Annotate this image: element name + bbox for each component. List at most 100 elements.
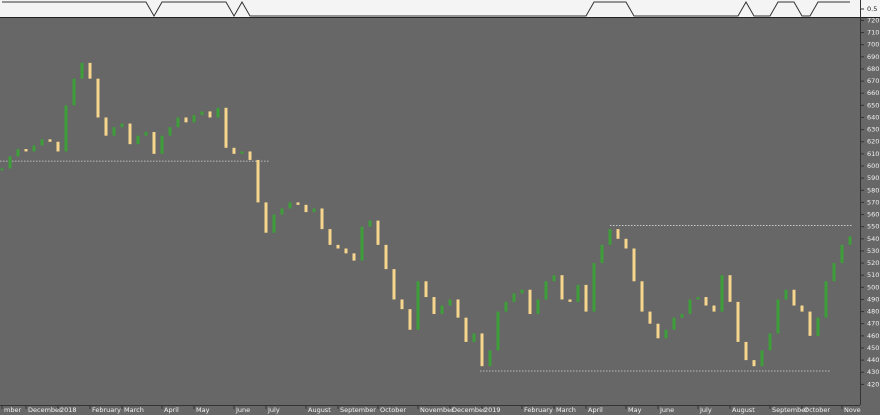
y-tick-label: 580 <box>867 186 879 194</box>
candle <box>80 62 84 79</box>
candle <box>256 159 260 203</box>
candle <box>800 305 804 312</box>
candle <box>688 299 692 315</box>
y-tick-label: 600 <box>867 162 879 170</box>
candle <box>536 299 540 315</box>
x-tick-label: Nove <box>844 406 861 414</box>
y-tick-label: 480 <box>867 308 879 316</box>
candle <box>464 317 468 342</box>
candle <box>640 281 644 312</box>
x-tick-label: September <box>340 406 376 414</box>
candle <box>824 281 828 318</box>
candle <box>808 311 812 336</box>
candle <box>336 244 340 249</box>
signal-panel <box>0 0 880 18</box>
y-tick-label: 420 <box>867 380 879 388</box>
candle <box>648 311 652 324</box>
y-tick-label: 650 <box>867 101 879 109</box>
y-tick-label: 540 <box>867 235 879 243</box>
candle <box>320 208 324 230</box>
candle <box>272 214 276 233</box>
candle <box>792 289 796 306</box>
y-tick-label: 590 <box>867 174 879 182</box>
candle <box>712 305 716 312</box>
candle <box>528 289 532 315</box>
x-tick-label: June <box>659 406 674 414</box>
candle <box>120 123 124 128</box>
candle <box>776 299 780 334</box>
candle <box>720 275 724 312</box>
candle <box>232 147 236 154</box>
candle <box>368 220 372 227</box>
candle <box>144 132 148 136</box>
candle <box>48 139 52 142</box>
candle <box>696 297 700 300</box>
candle <box>592 263 596 312</box>
candle <box>424 281 428 298</box>
candle <box>176 117 180 128</box>
x-tick-label: October <box>804 406 830 414</box>
y-tick-label: 700 <box>867 41 879 49</box>
y-tick-label: 560 <box>867 211 879 219</box>
x-tick-label: April <box>164 406 179 414</box>
candle <box>152 132 156 154</box>
candle <box>40 139 44 146</box>
candle <box>344 248 348 254</box>
candle <box>56 141 60 152</box>
candle <box>264 202 268 233</box>
candle <box>376 220 380 245</box>
candle <box>744 341 748 361</box>
candle <box>384 244 388 270</box>
x-tick-label: October <box>380 406 406 414</box>
x-tick-label: 2018 <box>60 406 77 414</box>
y-tick-label: 630 <box>867 126 879 134</box>
candle <box>840 244 844 264</box>
candle <box>352 253 356 261</box>
x-tick-label: May <box>628 406 642 414</box>
x-tick-label: March <box>556 406 576 414</box>
y-tick-label: 510 <box>867 271 879 279</box>
candle <box>160 135 164 154</box>
candle <box>280 208 284 215</box>
y-tick-label: 440 <box>867 356 879 364</box>
candle <box>312 208 316 213</box>
candle <box>432 297 436 315</box>
candle <box>72 78 76 106</box>
price-group: 420 430 440 450 460 470 480 490 500 510 520 530 540 5… <box>0 16 879 414</box>
candle <box>616 229 620 239</box>
x-tick-label: December <box>28 406 62 414</box>
candle <box>664 329 668 339</box>
candle <box>672 317 676 330</box>
y-tick-label: 680 <box>867 65 879 73</box>
candle <box>752 360 756 367</box>
candle <box>600 244 604 264</box>
x-tick-label: July <box>699 406 712 414</box>
candle <box>576 284 580 302</box>
candle <box>448 299 452 306</box>
y-tick-label: 690 <box>867 53 879 61</box>
x-tick-label: June <box>235 406 250 414</box>
candle <box>392 269 396 300</box>
candle <box>224 107 228 148</box>
y-tick-label: 670 <box>867 77 879 85</box>
candle <box>328 229 332 245</box>
y-tick-label: 720 <box>867 16 879 24</box>
y-tick-label: 490 <box>867 295 879 303</box>
candle <box>136 135 140 145</box>
y-tick-label: 710 <box>867 29 879 37</box>
candle <box>400 299 404 310</box>
candle <box>656 323 660 339</box>
y-tick-label: 430 <box>867 368 879 376</box>
y-tick-label: 470 <box>867 320 879 328</box>
x-tick-label: August <box>308 406 331 414</box>
candle <box>760 350 764 367</box>
y-tick-label: 530 <box>867 247 879 255</box>
y-tick-label: 610 <box>867 150 879 158</box>
y-tick-label: 520 <box>867 259 879 267</box>
candle <box>248 151 252 160</box>
candle <box>440 305 444 315</box>
y-tick-label: 660 <box>867 89 879 97</box>
candle <box>184 117 188 123</box>
candle <box>480 333 484 367</box>
